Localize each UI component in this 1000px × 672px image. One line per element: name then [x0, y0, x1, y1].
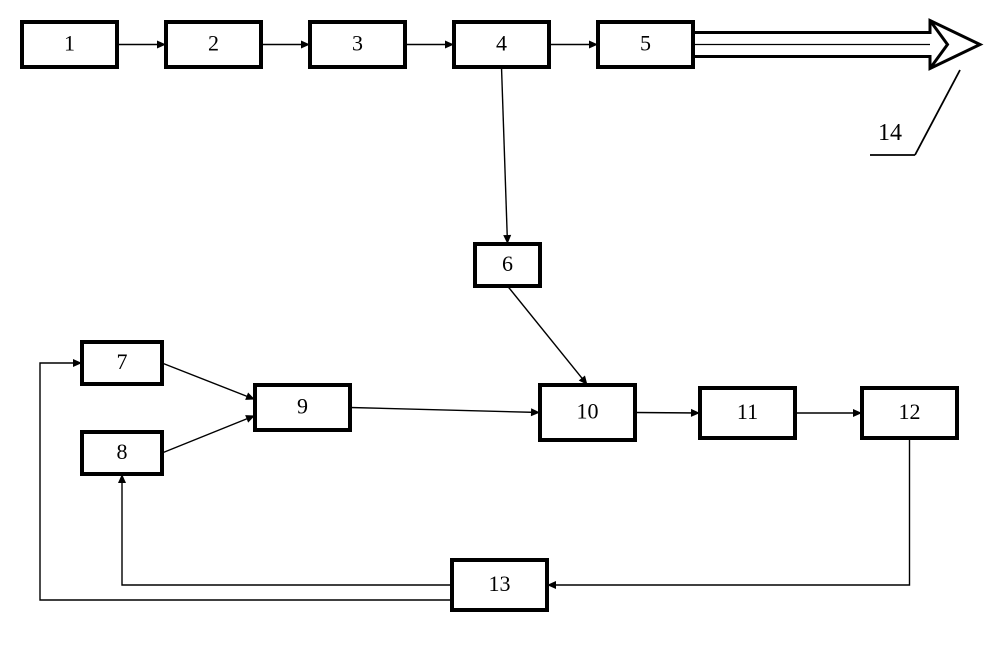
block-b8: 8	[82, 432, 162, 474]
connector	[162, 363, 255, 400]
connector	[635, 413, 700, 414]
callout-label: 14	[878, 120, 902, 146]
block-label: 7	[117, 349, 128, 374]
block-b2: 2	[166, 22, 261, 67]
block-label: 10	[577, 399, 599, 424]
block-label: 1	[64, 31, 75, 56]
block-label: 3	[352, 31, 363, 56]
block-b4: 4	[454, 22, 549, 67]
connector	[350, 408, 540, 413]
block-b9: 9	[255, 385, 350, 430]
connector	[508, 286, 588, 385]
block-b10: 10	[540, 385, 635, 440]
block-label: 12	[899, 399, 921, 424]
block-label: 9	[297, 394, 308, 419]
block-b6: 6	[475, 244, 540, 286]
callout-pointer	[915, 70, 960, 155]
block-b12: 12	[862, 388, 957, 438]
block-b13: 13	[452, 560, 547, 610]
block-label: 6	[502, 251, 513, 276]
block-b5: 5	[598, 22, 693, 67]
block-b1: 1	[22, 22, 117, 67]
block-b7: 7	[82, 342, 162, 384]
connector	[502, 67, 508, 244]
block-label: 8	[117, 439, 128, 464]
connector	[547, 438, 910, 585]
block-label: 13	[489, 571, 511, 596]
block-label: 11	[737, 399, 758, 424]
block-label: 2	[208, 31, 219, 56]
connector	[162, 416, 255, 454]
block-b3: 3	[310, 22, 405, 67]
block-label: 4	[496, 31, 507, 56]
block-b11: 11	[700, 388, 795, 438]
connector	[122, 474, 452, 585]
block-label: 5	[640, 31, 651, 56]
